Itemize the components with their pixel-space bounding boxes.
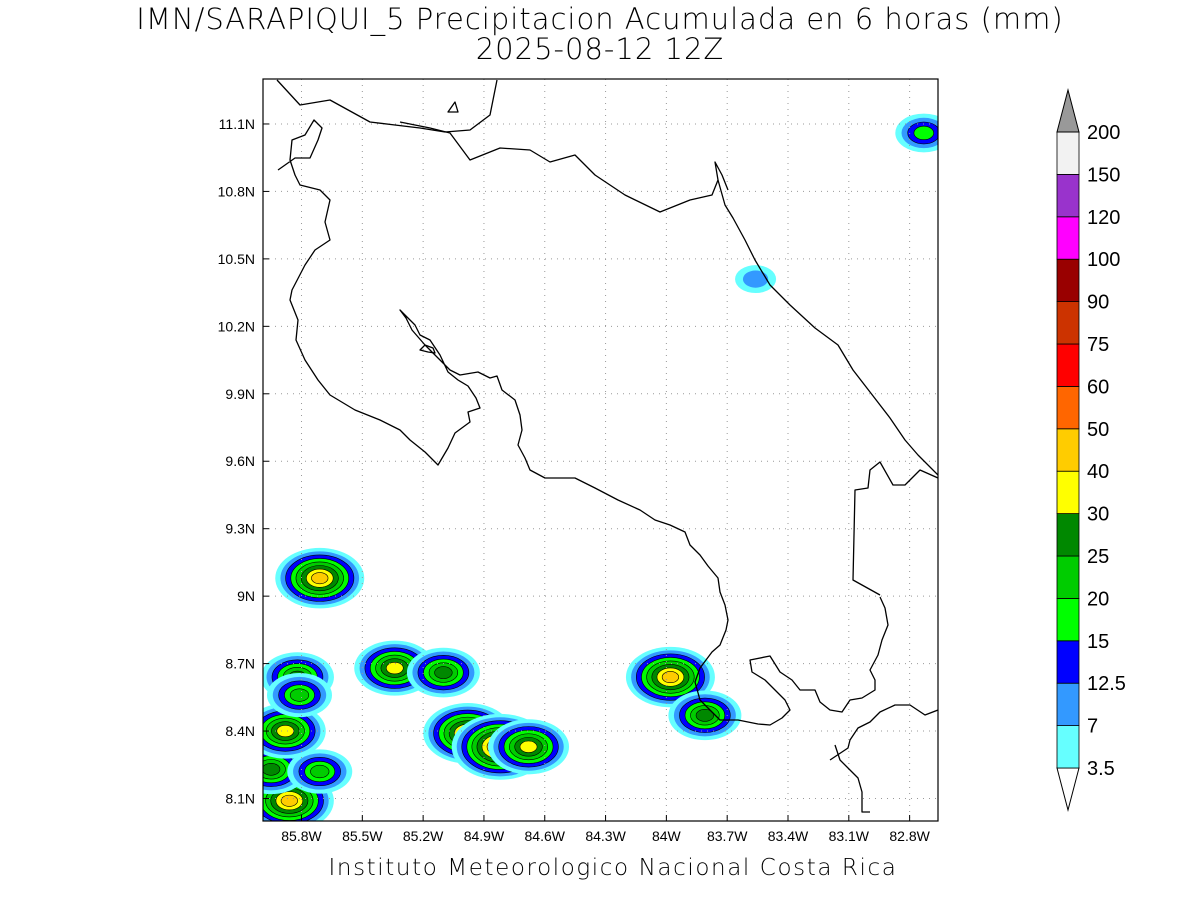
y-tick-label: 11.1N	[219, 116, 255, 132]
precip-cell	[668, 690, 742, 741]
x-tick-label: 85.2W	[403, 828, 444, 844]
footer-credit: Instituto Meteorologico Nacional Costa R…	[328, 855, 898, 881]
nicoya-inner	[419, 344, 436, 354]
colorbar-label: 3.5	[1087, 758, 1115, 780]
precip-contour-40	[311, 572, 329, 585]
precipitation-fields	[263, 113, 938, 821]
precip-contour-25	[434, 666, 453, 679]
colorbar-swatch	[1056, 640, 1080, 684]
colorbar-label: 200	[1087, 122, 1120, 144]
precip-contour-40	[661, 671, 680, 684]
border-panama	[852, 461, 938, 596]
y-tick-label: 8.1N	[225, 791, 255, 807]
colorbar-label: 120	[1087, 207, 1120, 229]
coastline-pacific	[277, 119, 889, 726]
precip-cell	[895, 113, 938, 153]
x-tick-label: 85.5W	[342, 828, 383, 844]
colorbar-label: 20	[1087, 588, 1109, 610]
coastline-border-north	[399, 121, 729, 213]
precip-cell	[263, 703, 326, 759]
colorbar-swatch	[1056, 513, 1080, 557]
y-tick-label: 10.5N	[218, 251, 255, 267]
precip-cell	[275, 547, 365, 609]
x-tick-label: 84.9W	[464, 828, 505, 844]
y-tick-label: 9.9N	[225, 386, 255, 402]
colorbar-swatch	[1056, 301, 1080, 345]
precip-cell	[625, 646, 715, 708]
colorbar-label: 12.5	[1087, 673, 1126, 695]
chart-subtitle: 2025-08-12 12Z	[475, 32, 725, 66]
precip-contour-40	[280, 794, 298, 807]
colorbar-swatch	[1056, 428, 1080, 472]
colorbar-label: 75	[1087, 334, 1109, 356]
precip-contour-20	[310, 764, 330, 779]
precip-contour-30	[276, 724, 295, 738]
x-tick-label: 84.6W	[525, 828, 566, 844]
y-tick-label: 10.2N	[218, 318, 255, 334]
colorbar-label: 30	[1087, 504, 1109, 526]
gridlines	[263, 79, 938, 821]
x-tick-label: 83.7W	[707, 828, 748, 844]
precip-contour-25	[263, 762, 281, 776]
y-tick-label: 9.3N	[225, 521, 255, 537]
colorbar-swatch	[1056, 343, 1080, 387]
x-tick-label: 83.4W	[768, 828, 809, 844]
x-tick-label: 85.8W	[281, 828, 322, 844]
colorbar-swatch	[1056, 173, 1080, 218]
y-tick-label: 8.4N	[225, 723, 255, 739]
colorbar-swatch	[1056, 216, 1080, 260]
precip-contour-30	[519, 740, 538, 753]
precip-cell	[735, 265, 777, 294]
precip-cell	[488, 719, 570, 775]
colorbar-swatch	[1056, 725, 1080, 769]
colorbar-min-arrow	[1056, 767, 1080, 812]
coastline-north	[276, 79, 498, 133]
x-tick-label: 84W	[652, 828, 682, 844]
colorbar-label: 150	[1087, 164, 1120, 186]
axis-ticks: 85.8W 85.5W 85.2W 84.9W 84.6W 84.3W 84W 83.7W 83…	[218, 116, 931, 844]
x-tick-label: 82.8W	[889, 828, 930, 844]
coastline-osa	[829, 704, 938, 761]
colorbar-label: 50	[1087, 419, 1109, 441]
island	[447, 101, 459, 113]
x-tick-label: 84.3W	[585, 828, 626, 844]
precip-cell	[266, 672, 332, 718]
y-tick-label: 9N	[237, 588, 255, 604]
precip-cell	[406, 647, 480, 698]
colorbar-swatch	[1056, 131, 1080, 175]
precip-contour-30	[385, 662, 404, 675]
precip-cell	[287, 749, 353, 794]
colorbar-max-arrow	[1056, 88, 1080, 133]
colorbar-label: 40	[1087, 461, 1109, 483]
colorbar: 3.5 7 12.5 15 20 25 30 40 50 60 75 90 100 120 150 200	[1056, 88, 1126, 812]
colorbar-swatch	[1056, 598, 1080, 642]
colorbar-swatch	[1056, 682, 1080, 727]
colorbar-swatch	[1056, 555, 1080, 599]
precip-cell	[354, 640, 436, 696]
colorbar-label: 90	[1087, 292, 1109, 314]
colorbar-swatch	[1056, 385, 1080, 430]
plot-frame	[262, 78, 939, 822]
colorbar-label: 7	[1087, 716, 1098, 738]
colorbar-label: 15	[1087, 631, 1109, 653]
coastline	[276, 79, 938, 813]
coastline-south	[834, 744, 870, 813]
colorbar-label: 60	[1087, 376, 1109, 398]
colorbar-label: 25	[1087, 546, 1109, 568]
colorbar-label: 100	[1087, 249, 1120, 271]
coastline-caribbean	[717, 179, 938, 476]
y-tick-label: 8.7N	[225, 656, 255, 672]
y-tick-label: 10.8N	[218, 183, 255, 199]
y-tick-label: 9.6N	[225, 453, 255, 469]
x-tick-label: 83.1W	[829, 828, 870, 844]
precip-contour-7	[742, 270, 769, 288]
precip-contour-25	[695, 709, 715, 722]
precip-contour-20	[289, 688, 310, 702]
chart-title: IMN/SARAPIQUI_5 Precipitacion Acumulada …	[136, 2, 1064, 36]
precip-contour-15	[913, 125, 935, 141]
colorbar-swatch	[1056, 470, 1080, 515]
colorbar-swatch	[1056, 258, 1080, 303]
